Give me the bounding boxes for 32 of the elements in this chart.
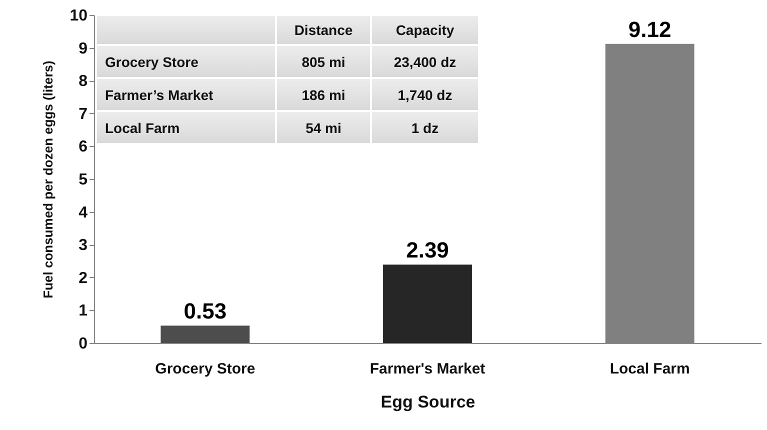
annotation: Farmer’s Market <box>96 78 276 111</box>
annotation: 186 mi <box>276 78 371 111</box>
x-tick-label: Grocery Store <box>155 360 256 378</box>
x-axis-title: Egg Source <box>380 392 476 412</box>
bar <box>160 326 250 343</box>
y-tick-label: 9 <box>78 40 88 58</box>
x-tick-label: Farmer's Market <box>370 360 486 378</box>
y-axis-title: Fuel consumed per dozen eggs (liters) <box>40 60 56 298</box>
y-tick-label: 10 <box>70 8 88 24</box>
annotation: 1 dz <box>371 111 479 144</box>
y-tick-label: 7 <box>78 106 88 123</box>
y-tick-label: 8 <box>78 73 88 90</box>
data-label: 0.53 <box>184 298 227 324</box>
annotation: Grocery Store <box>96 45 276 78</box>
y-tick-label: 1 <box>78 302 88 320</box>
y-tick-label: 3 <box>78 237 88 254</box>
y-tick-label: 6 <box>78 138 88 156</box>
annotation: Local Farm <box>96 111 276 144</box>
annotation: Distance <box>276 15 371 45</box>
bar <box>383 264 472 343</box>
annotation: 23,400 dz <box>371 45 479 78</box>
x-tick-label: Local Farm <box>610 360 690 378</box>
annotation: 805 mi <box>276 45 371 78</box>
annotation: 54 mi <box>276 111 371 144</box>
y-tick-label: 5 <box>78 172 88 188</box>
data-label: 9.12 <box>628 16 672 42</box>
annotation: Capacity <box>371 15 479 45</box>
y-tick-label: 2 <box>78 270 88 287</box>
y-tick-label: 4 <box>78 204 88 222</box>
annotation: 1,740 dz <box>371 78 479 111</box>
data-label: 2.39 <box>406 238 449 263</box>
y-tick-label: 0 <box>78 336 88 352</box>
